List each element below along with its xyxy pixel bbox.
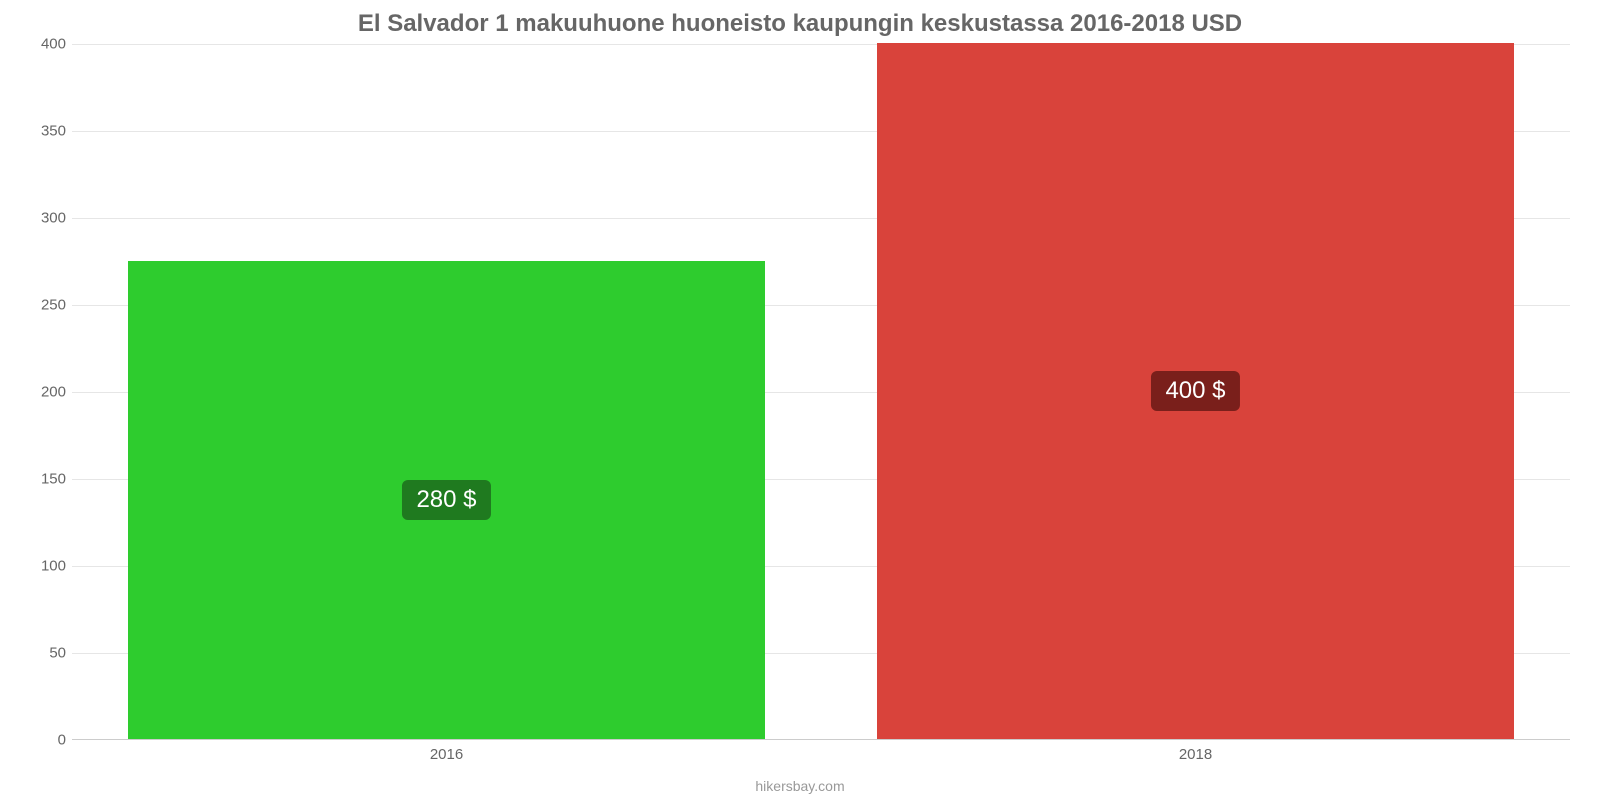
bar-value-label: 280 $ [402, 480, 490, 520]
x-tick-label: 2018 [1179, 746, 1212, 763]
y-tick-label: 250 [6, 297, 66, 314]
y-tick-label: 0 [6, 732, 66, 749]
y-tick-label: 50 [6, 645, 66, 662]
bar-slot: 400 $ [821, 44, 1570, 739]
y-tick-label: 300 [6, 210, 66, 227]
chart-title: El Salvador 1 makuuhuone huoneisto kaupu… [0, 10, 1600, 38]
credit-text: hikersbay.com [0, 778, 1600, 794]
chart-container: El Salvador 1 makuuhuone huoneisto kaupu… [0, 0, 1600, 800]
bar-value-label: 400 $ [1151, 371, 1239, 411]
bar-slot: 280 $ [72, 44, 821, 739]
y-tick-label: 200 [6, 384, 66, 401]
y-tick-label: 400 [6, 36, 66, 53]
bars-group: 280 $ 400 $ [72, 44, 1570, 739]
bar: 280 $ [128, 261, 765, 740]
x-tick-label: 2016 [430, 746, 463, 763]
y-tick-label: 100 [6, 558, 66, 575]
bar: 400 $ [877, 43, 1514, 739]
plot-area: 280 $ 400 $ [72, 44, 1570, 740]
y-tick-label: 350 [6, 123, 66, 140]
y-tick-label: 150 [6, 471, 66, 488]
